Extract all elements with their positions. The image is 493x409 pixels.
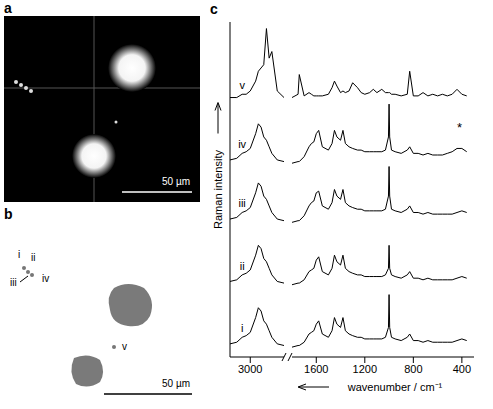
svg-text:*: * xyxy=(457,120,462,135)
html-text:a: a xyxy=(4,0,12,16)
svg-text:iv: iv xyxy=(238,138,246,150)
html-text:c: c xyxy=(210,1,218,17)
svg-text:Raman intensity: Raman intensity xyxy=(212,150,224,229)
html-text:b: b xyxy=(4,206,13,222)
svg-text:wavenumber / cm⁻¹: wavenumber / cm⁻¹ xyxy=(347,381,443,393)
svg-text:3000: 3000 xyxy=(238,363,262,375)
svg-text:ii: ii xyxy=(31,252,35,263)
svg-text:50 µm: 50 µm xyxy=(162,176,190,187)
svg-text:v: v xyxy=(122,341,127,352)
svg-text:iii: iii xyxy=(238,197,245,209)
svg-text:50 µm: 50 µm xyxy=(162,378,190,389)
svg-text:1200: 1200 xyxy=(353,363,377,375)
svg-text:1600: 1600 xyxy=(304,363,328,375)
svg-text:iii: iii xyxy=(10,277,17,288)
svg-text:iv: iv xyxy=(42,273,49,284)
svg-text:v: v xyxy=(239,79,245,91)
svg-text:i: i xyxy=(18,249,20,260)
svg-text:800: 800 xyxy=(404,363,422,375)
svg-text:ii: ii xyxy=(240,260,245,272)
svg-text:400: 400 xyxy=(453,363,471,375)
svg-text:i: i xyxy=(241,322,243,334)
